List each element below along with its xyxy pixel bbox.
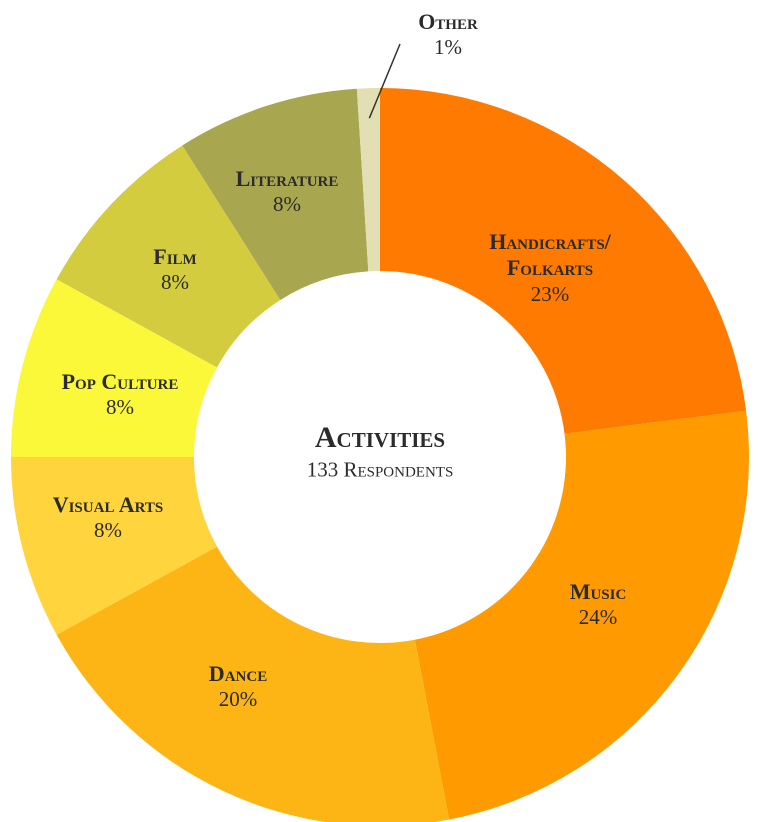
leader-line: [368, 43, 401, 119]
slice-label: Handicrafts/ Folkarts 23%: [489, 229, 611, 307]
slice-label: Film 8%: [153, 244, 196, 296]
slice-label: Literature 8%: [236, 166, 339, 218]
slice: [414, 410, 749, 820]
slice: [356, 88, 380, 272]
value-label: 8%: [105, 395, 134, 420]
category-label: Other: [418, 9, 478, 35]
value-label: 20%: [218, 687, 258, 712]
category-label: Music: [569, 579, 627, 605]
value-label: 23%: [530, 281, 570, 306]
value-label: 24%: [578, 605, 618, 630]
category-label: Pop Culture: [61, 369, 179, 395]
slice: [380, 88, 747, 434]
chart-subtitle: 133 Respondents: [306, 457, 454, 482]
category-label: Handicrafts/ Folkarts: [489, 229, 611, 281]
slice-label: Dance 20%: [209, 661, 267, 713]
slice: [56, 145, 281, 368]
slice-label: Music 24%: [570, 579, 627, 631]
category-label: Dance: [208, 661, 268, 687]
slice-label: Visual Arts 8%: [53, 492, 164, 544]
category-label: Visual Arts: [52, 492, 164, 518]
slice: [11, 279, 218, 457]
category-label: Film: [153, 244, 197, 270]
value-label: 1%: [434, 35, 462, 60]
chart-title: Activities: [314, 421, 446, 454]
value-label: 8%: [160, 270, 189, 295]
slice: [11, 457, 218, 635]
slice: [182, 88, 369, 300]
category-label: Literature: [235, 166, 339, 192]
value-label: 8%: [273, 192, 301, 217]
slice-label: Other 1%: [418, 9, 478, 61]
value-label: 8%: [93, 518, 122, 543]
slice-label: Pop Culture 8%: [62, 369, 179, 421]
slice: [56, 546, 450, 822]
